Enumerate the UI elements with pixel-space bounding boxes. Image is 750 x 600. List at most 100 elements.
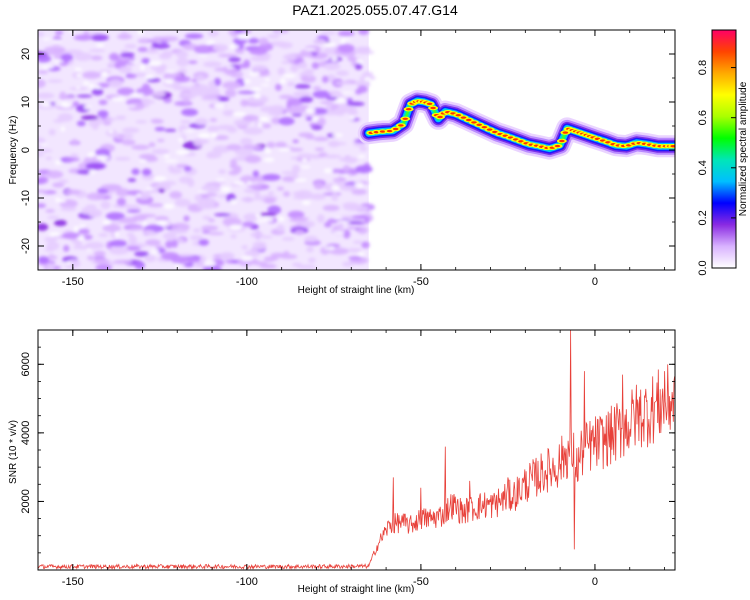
noise-blob: [316, 214, 325, 223]
noise-gap: [354, 182, 364, 189]
noise-blob: [138, 153, 156, 160]
noise-blob: [351, 188, 367, 195]
noise-gap: [357, 155, 366, 158]
spectrogram-xtick-label: -50: [413, 276, 429, 288]
snr-ytick-label: 6000: [20, 352, 32, 376]
noise-blob: [76, 94, 93, 98]
noise-blob: [214, 67, 232, 72]
noise-gap: [323, 42, 337, 48]
ridge-core: [486, 128, 493, 131]
noise-gap: [178, 137, 184, 143]
noise-gap: [111, 96, 125, 102]
noise-blob: [306, 246, 314, 253]
noise-blob: [135, 120, 148, 124]
noise-blob: [207, 125, 220, 133]
noise-blob: [109, 239, 127, 248]
noise-gap: [64, 261, 73, 265]
noise-blob: [305, 70, 313, 78]
snr-panel: -150 -100 -50 0 2000 4000 6000 Height of strai…: [8, 329, 676, 595]
noise-gap: [211, 132, 218, 139]
noise-gap: [198, 132, 211, 139]
noise-blob: [187, 258, 201, 263]
spectrogram-ytick-label: 20: [20, 48, 32, 60]
noise-gap: [142, 220, 147, 226]
noise-blob: [195, 74, 205, 82]
noise-gap: [203, 260, 216, 267]
noise-blob: [212, 145, 231, 154]
noise-blob: [230, 158, 238, 168]
noise-blob: [154, 126, 166, 132]
noise-blob: [104, 117, 117, 122]
snr-xtick-label: -50: [413, 576, 429, 588]
noise-gap: [300, 165, 311, 169]
noise-blob: [300, 220, 316, 228]
snr-ytick-label: 4000: [20, 421, 32, 445]
noise-blob: [181, 108, 199, 117]
noise-blob: [240, 137, 253, 146]
noise-gap: [213, 102, 226, 109]
noise-gap: [198, 54, 208, 57]
noise-gap: [240, 255, 254, 262]
noise-blob: [72, 245, 92, 250]
noise-gap: [332, 231, 344, 235]
noise-gap: [306, 108, 316, 114]
noise-blob: [193, 138, 205, 147]
noise-blob: [325, 103, 332, 112]
noise-blob: [159, 36, 179, 42]
noise-blob: [38, 54, 52, 63]
noise-gap: [40, 65, 54, 69]
noise-gap: [175, 263, 180, 269]
snr-ticks: -150 -100 -50 0 2000 4000 6000: [20, 329, 675, 588]
noise-blob: [120, 52, 135, 58]
noise-blob: [85, 162, 105, 170]
noise-blob: [252, 241, 267, 250]
noise-gap: [74, 67, 82, 72]
noise-blob: [102, 224, 122, 232]
noise-blob: [121, 139, 136, 146]
noise-blob: [234, 30, 244, 33]
noise-blob: [294, 83, 311, 89]
noise-blob: [324, 221, 332, 228]
noise-gap: [259, 116, 269, 123]
noise-blob: [47, 79, 63, 83]
noise-blob: [361, 241, 370, 249]
noise-blob: [201, 193, 218, 197]
noise-blob: [145, 189, 160, 194]
noise-blob: [294, 216, 310, 221]
noise-blob: [82, 71, 101, 79]
noise-gap: [277, 216, 285, 222]
noise-blob: [109, 246, 129, 255]
noise-blob: [213, 77, 222, 87]
noise-blob: [292, 195, 312, 200]
noise-blob: [152, 91, 166, 98]
noise-blob: [93, 250, 106, 257]
noise-blob: [297, 153, 314, 159]
noise-gap: [54, 160, 62, 165]
noise-gap: [229, 198, 237, 205]
noise-blob: [44, 236, 58, 243]
noise-blob: [286, 97, 304, 106]
noise-blob: [86, 192, 105, 201]
spectrogram-ytick-label: -20: [20, 238, 32, 254]
noise-blob: [337, 30, 355, 37]
noise-blob: [47, 215, 60, 220]
noise-blob: [243, 127, 264, 135]
noise-blob: [291, 113, 303, 117]
noise-blob: [305, 134, 315, 140]
ridge-core: [670, 144, 675, 148]
noise-blob: [187, 178, 195, 188]
noise-blob: [191, 78, 198, 83]
noise-gap: [264, 147, 272, 154]
noise-gap: [282, 73, 296, 78]
noise-blob: [358, 30, 370, 35]
noise-gap: [301, 200, 311, 206]
noise-gap: [197, 190, 209, 194]
noise-blob: [258, 37, 269, 46]
noise-blob: [54, 30, 64, 35]
noise-blob: [77, 228, 90, 235]
noise-gap: [255, 214, 260, 218]
noise-gap: [52, 39, 62, 44]
noise-blob: [309, 122, 318, 127]
ridge-core: [430, 106, 436, 110]
